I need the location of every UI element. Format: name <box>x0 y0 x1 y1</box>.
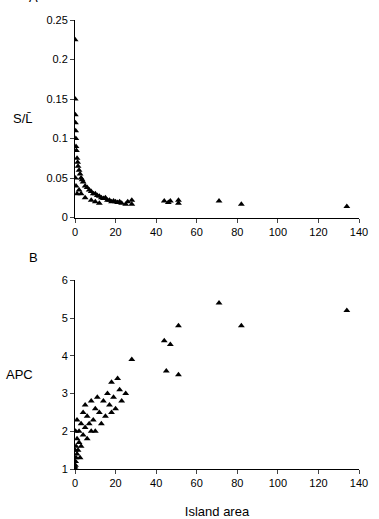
svg-text:2: 2 <box>62 425 68 437</box>
svg-text:6: 6 <box>62 274 68 286</box>
svg-text:0.15: 0.15 <box>46 93 67 105</box>
svg-text:4: 4 <box>62 350 68 362</box>
svg-text:120: 120 <box>309 477 327 489</box>
svg-text:5: 5 <box>62 312 68 324</box>
svg-text:140: 140 <box>350 226 368 238</box>
svg-text:0: 0 <box>72 477 78 489</box>
svg-text:120: 120 <box>309 226 327 238</box>
svg-text:Island area: Island area <box>185 504 250 519</box>
svg-text:140: 140 <box>350 477 368 489</box>
svg-text:1: 1 <box>62 463 68 475</box>
svg-text:0.25: 0.25 <box>46 14 67 26</box>
svg-text:20: 20 <box>109 226 121 238</box>
svg-text:0: 0 <box>62 211 68 223</box>
svg-text:80: 80 <box>231 477 243 489</box>
svg-text:40: 40 <box>150 226 162 238</box>
svg-text:60: 60 <box>191 477 203 489</box>
svg-text:APC: APC <box>6 367 33 382</box>
svg-text:B: B <box>29 250 38 265</box>
svg-text:A: A <box>29 0 38 5</box>
svg-text:60: 60 <box>191 226 203 238</box>
svg-text:100: 100 <box>269 226 287 238</box>
svg-text:20: 20 <box>109 477 121 489</box>
svg-text:3: 3 <box>62 387 68 399</box>
svg-text:0.05: 0.05 <box>46 172 67 184</box>
svg-text:100: 100 <box>269 477 287 489</box>
svg-text:40: 40 <box>150 477 162 489</box>
svg-text:0: 0 <box>72 226 78 238</box>
svg-text:0.1: 0.1 <box>53 132 68 144</box>
svg-text:0.2: 0.2 <box>53 53 68 65</box>
svg-text:80: 80 <box>231 226 243 238</box>
svg-text:S/L̄: S/L̄ <box>13 111 33 126</box>
